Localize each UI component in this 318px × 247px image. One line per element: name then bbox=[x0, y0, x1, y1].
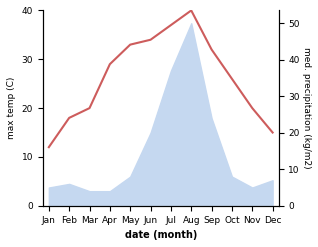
Y-axis label: max temp (C): max temp (C) bbox=[7, 77, 16, 139]
X-axis label: date (month): date (month) bbox=[125, 230, 197, 240]
Y-axis label: med. precipitation (kg/m2): med. precipitation (kg/m2) bbox=[302, 47, 311, 169]
